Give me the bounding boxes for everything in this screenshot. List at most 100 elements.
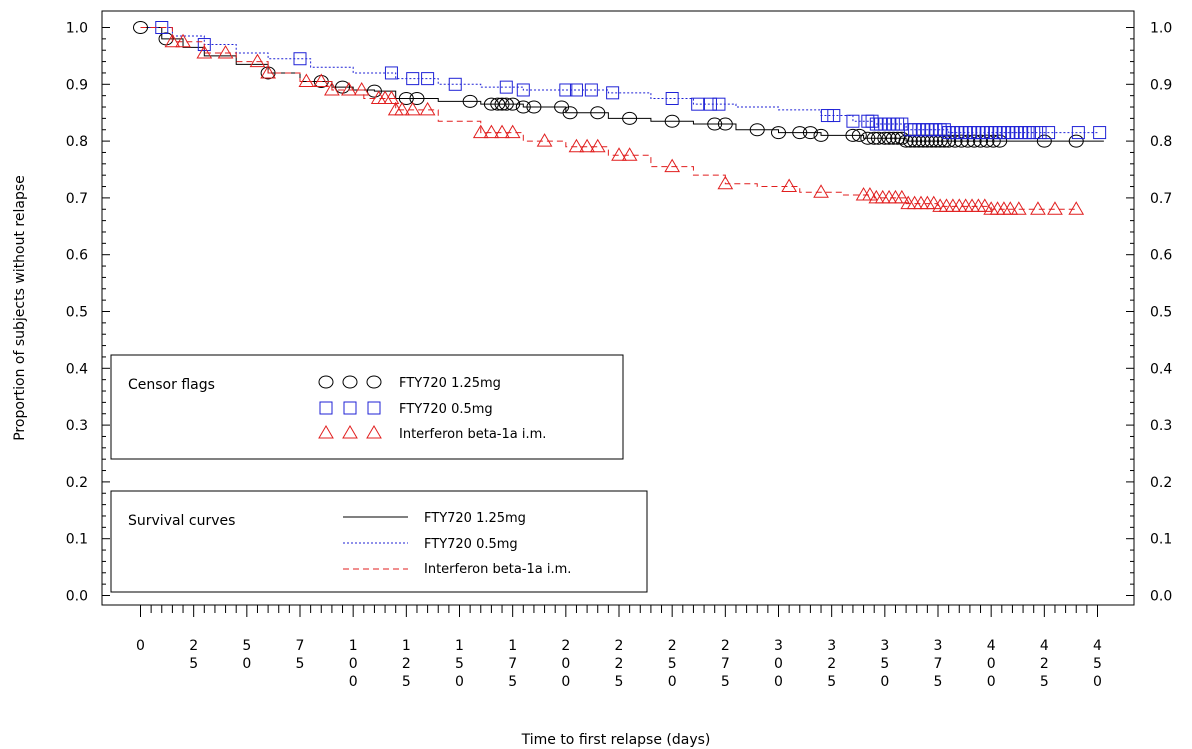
y-tick-label-right: 0.6 [1150,248,1172,264]
y-axis-label: Proportion of subjects without relapse [12,175,28,441]
legend-marker-circle [342,375,358,389]
series-2 [140,21,1107,140]
censor-marker [515,100,531,114]
censor-marker [490,97,506,111]
censor-marker [324,81,340,96]
censor-marker [568,138,585,153]
censor-marker [802,126,818,140]
censor-marker [1071,126,1085,140]
censor-marker [664,158,681,173]
censor-marker [925,195,942,210]
censor-marker [907,134,923,148]
x-axis-label: Time to first relapse (days) [521,732,711,748]
censor-marker [499,80,513,94]
censor-marker [197,38,211,52]
legend-censor-title: Censor flags [128,377,215,393]
censor-marker [862,187,878,201]
legend-censor-entry-3: Interferon beta-1a i.m. [399,427,546,442]
y-tick-label-right: 0.8 [1150,134,1172,150]
x-tick-label: 0 [136,638,145,654]
censor-marker [976,198,993,212]
censor-marker [559,83,573,97]
censor-marker [483,124,500,139]
censor-marker [1042,126,1056,140]
legend-curves-title: Survival curves [128,513,235,529]
series-1 [133,21,1104,148]
censor-marker [1030,201,1046,215]
legend-marker-triangle [342,425,358,439]
censor-marker [851,128,867,142]
y-tick-label-right: 1.0 [1150,21,1172,37]
censor-marker [536,133,553,147]
censor-marker [792,126,808,140]
y-tick-label-left: 0.8 [66,134,88,150]
censor-marker [936,134,952,148]
censor-marker [870,131,886,145]
censor-marker [827,109,841,123]
censor-marker [384,66,398,80]
censor-marker [932,134,948,148]
legend-marker-circle [366,375,382,389]
censor-marker [579,138,595,153]
censor-marker [898,134,914,148]
censor-marker [498,97,514,111]
x-axis: 0 2 5 5 0 7 5 1 0 0 1 2 5 1 5 0 1 7 5 2 0 0 2 2 5 2 5 0 2 7 5 3 0 0 3 2 5 3 5 0… [136,605,1102,690]
censor-marker [707,117,723,131]
censor-marker [584,83,598,97]
censor-marker [813,184,829,198]
censor-marker [937,123,951,137]
censor-marker [691,97,705,111]
censor-marker [992,134,1008,148]
censor-marker [133,21,148,34]
y-tick-label-right: 0.2 [1150,475,1172,491]
censor-marker [366,84,382,98]
legend-marker-square [343,401,357,415]
censor-marker [611,147,627,161]
censor-marker [845,128,861,142]
series-3 [140,27,1085,215]
censor-marker [915,134,931,148]
censor-marker [924,134,940,148]
legend-curves-entry-1: FTY720 1.25mg [424,511,526,526]
censor-marker [881,131,897,145]
censor-marker [902,134,918,148]
y-tick-label-right: 0.0 [1150,589,1172,605]
censor-marker [877,131,893,145]
y-tick-label-left: 0.0 [66,589,88,605]
censor-marker [217,45,234,59]
y-axis-left: 0.0 0.1 0.2 0.3 0.4 0.5 0.6 0.7 0.8 0.9 1.0 [66,21,110,605]
legend-censor-box [110,354,624,460]
censor-marker [516,83,530,97]
censor-marker [606,86,620,100]
censor-marker [526,100,542,114]
y-tick-label-left: 0.5 [66,305,88,321]
censor-marker [1047,201,1063,215]
censor-marker [569,83,583,97]
censor-marker [1036,134,1052,148]
censor-marker [664,114,680,128]
censor-marker [472,124,489,139]
legend-marker-square [319,401,333,415]
censor-marker [175,33,191,48]
legend-marker-triangle [318,425,334,439]
censor-marker [504,124,521,139]
censor-marker [712,97,726,111]
censor-marker [1002,201,1019,215]
y-tick-label-right: 0.1 [1150,532,1172,548]
censor-marker [196,45,213,59]
censor-marker [406,72,420,86]
censor-marker [771,126,786,140]
